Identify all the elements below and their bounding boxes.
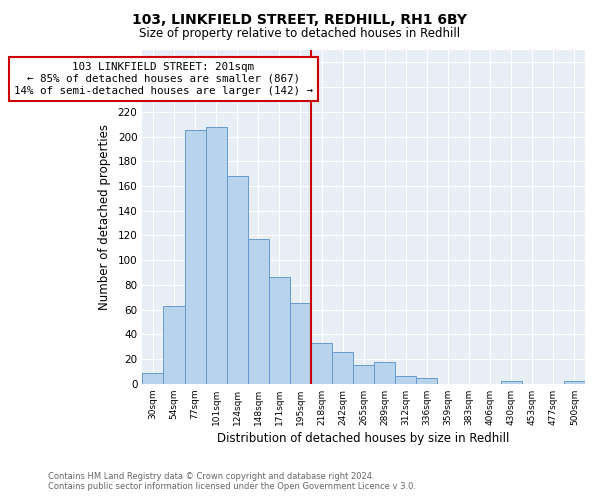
Bar bbox=[269, 278, 290, 384]
Text: Contains HM Land Registry data © Crown copyright and database right 2024.: Contains HM Land Registry data © Crown c… bbox=[48, 472, 374, 481]
Bar bbox=[227, 176, 248, 384]
Bar bbox=[311, 343, 332, 384]
Bar bbox=[564, 382, 585, 384]
Bar bbox=[500, 382, 522, 384]
Bar bbox=[332, 352, 353, 384]
Bar bbox=[206, 126, 227, 384]
Bar bbox=[374, 362, 395, 384]
Bar bbox=[185, 130, 206, 384]
Bar bbox=[416, 378, 437, 384]
Bar bbox=[290, 304, 311, 384]
X-axis label: Distribution of detached houses by size in Redhill: Distribution of detached houses by size … bbox=[217, 432, 510, 445]
Y-axis label: Number of detached properties: Number of detached properties bbox=[98, 124, 111, 310]
Bar bbox=[395, 376, 416, 384]
Bar bbox=[163, 306, 185, 384]
Text: Size of property relative to detached houses in Redhill: Size of property relative to detached ho… bbox=[139, 28, 461, 40]
Text: 103, LINKFIELD STREET, REDHILL, RH1 6BY: 103, LINKFIELD STREET, REDHILL, RH1 6BY bbox=[133, 12, 467, 26]
Bar bbox=[353, 366, 374, 384]
Bar bbox=[142, 372, 163, 384]
Text: Contains public sector information licensed under the Open Government Licence v : Contains public sector information licen… bbox=[48, 482, 416, 491]
Bar bbox=[248, 239, 269, 384]
Text: 103 LINKFIELD STREET: 201sqm
← 85% of detached houses are smaller (867)
14% of s: 103 LINKFIELD STREET: 201sqm ← 85% of de… bbox=[14, 62, 313, 96]
